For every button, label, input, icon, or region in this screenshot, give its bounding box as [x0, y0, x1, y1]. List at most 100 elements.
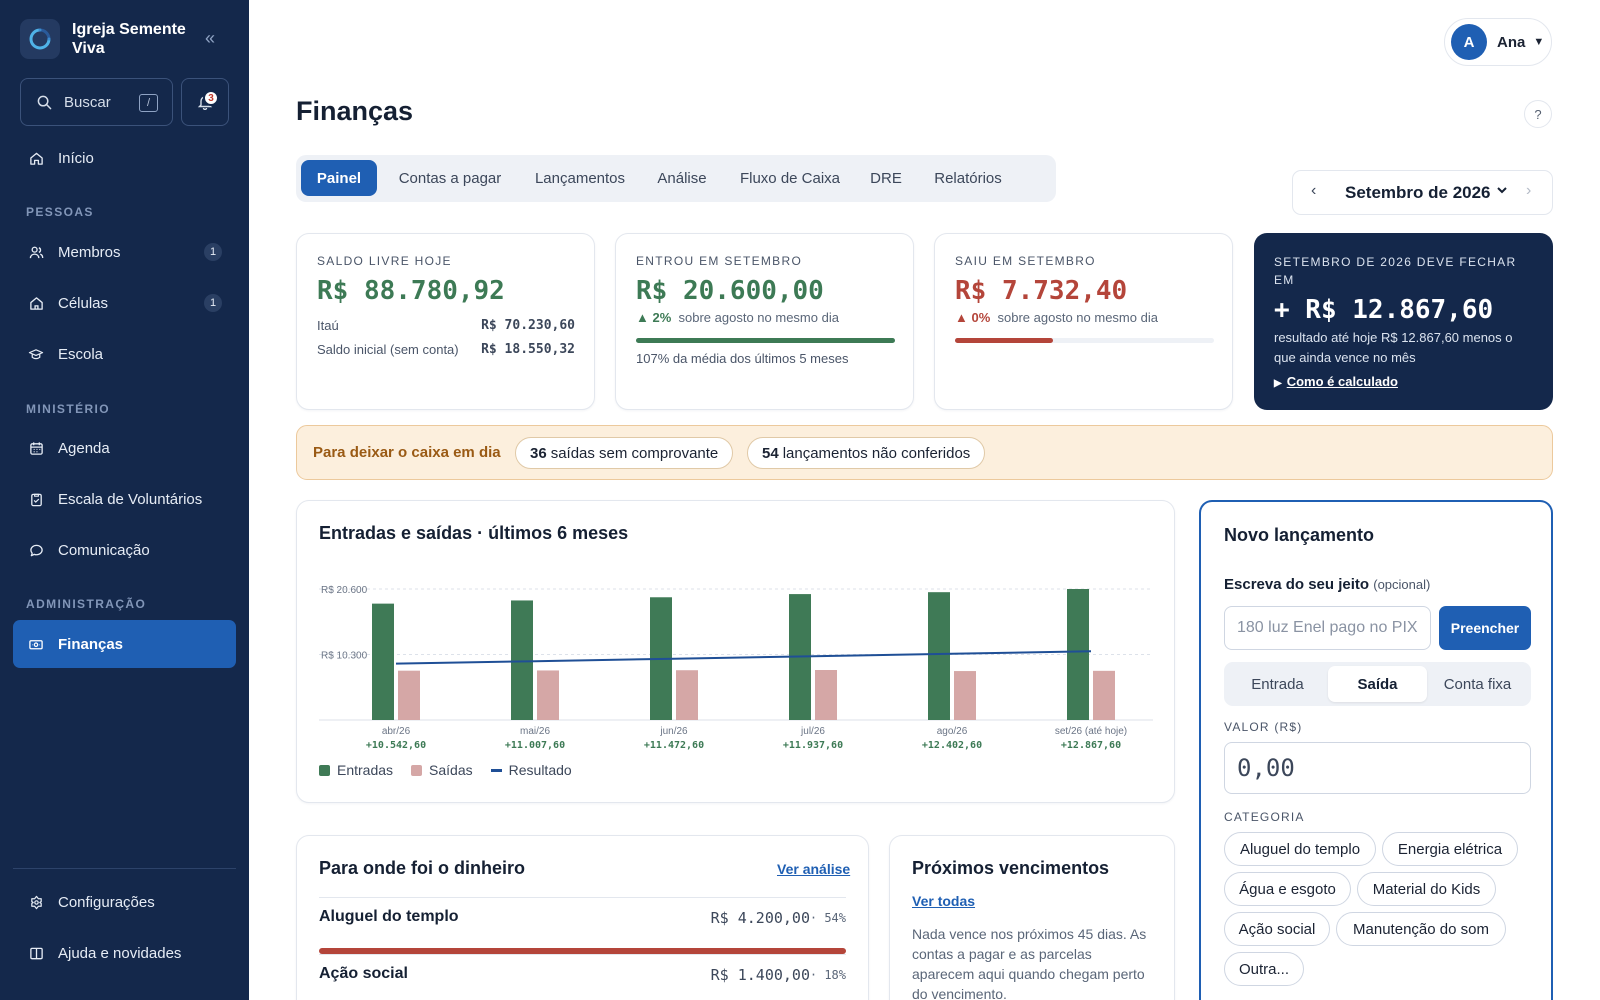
- collapse-sidebar-icon[interactable]: «: [205, 28, 216, 48]
- house-icon: [28, 295, 44, 311]
- income-bar: [511, 600, 533, 720]
- nav-communication-label: Comunicação: [58, 541, 150, 559]
- spending-amount: R$ 4.200,00: [710, 909, 810, 927]
- tab-analise[interactable]: Análise: [657, 169, 707, 187]
- category-chip[interactable]: Manutenção do som: [1336, 912, 1506, 946]
- free-text-optional: (opcional): [1373, 577, 1431, 592]
- nav-settings[interactable]: Configurações: [13, 878, 236, 926]
- nav-settings-label: Configurações: [58, 893, 155, 911]
- result-data-label: +12.867,60: [1061, 740, 1121, 751]
- sidebar: Igreja Semente Viva « Buscar / 3 Início …: [0, 0, 249, 1000]
- search-button[interactable]: Buscar /: [20, 78, 173, 126]
- graduation-cap-icon: [28, 346, 44, 362]
- type-expense-option[interactable]: Saída: [1328, 666, 1427, 702]
- nav-section-people: PESSOAS: [26, 205, 94, 219]
- income-expense-chart-card: Entradas e saídas · últimos 6 meses R$ 2…: [296, 500, 1175, 803]
- nav-cells[interactable]: Células 1: [13, 279, 236, 327]
- result-data-label: +11.937,60: [783, 740, 843, 751]
- tab-fluxo-de-caixa[interactable]: Fluxo de Caixa: [739, 169, 841, 187]
- notifications-button[interactable]: 3: [181, 78, 229, 126]
- view-analysis-link[interactable]: Ver análise: [777, 861, 851, 877]
- nav-agenda-label: Agenda: [58, 439, 110, 457]
- expense-bar: [1093, 670, 1115, 720]
- settings-icon: [28, 894, 44, 910]
- category-chip[interactable]: Energia elétrica: [1382, 832, 1518, 866]
- nav-communication[interactable]: Comunicação: [13, 526, 236, 574]
- category-chip[interactable]: Água e esgoto: [1224, 872, 1351, 906]
- nav-finances[interactable]: Finanças: [13, 620, 236, 668]
- legend-item: Resultado: [490, 762, 572, 778]
- triangle-right-icon: ▶: [1274, 378, 1282, 389]
- result-data-label: +11.472,60: [644, 740, 704, 751]
- kpi-note: 107% da média dos últimos 5 meses: [636, 351, 849, 366]
- next-month-icon[interactable]: ›: [1526, 182, 1532, 199]
- delta-text: sobre agosto no mesmo dia: [997, 310, 1158, 325]
- brand-logo-icon: [20, 19, 60, 59]
- account-name: Saldo inicial (sem conta): [317, 342, 459, 357]
- nav-home-label: Início: [58, 149, 94, 167]
- spending-percent: · 18%: [809, 968, 846, 982]
- chat-icon: [28, 542, 44, 558]
- tab-relatorios[interactable]: Relatórios: [934, 169, 1002, 187]
- category-chip[interactable]: Aluguel do templo: [1224, 832, 1376, 866]
- y-tick-label: R$ 20.600: [321, 585, 368, 596]
- nav-school[interactable]: Escola: [13, 330, 236, 378]
- income-progress-track: [636, 338, 895, 343]
- brand[interactable]: Igreja Semente Viva: [20, 19, 192, 59]
- spending-amount: R$ 1.400,00: [710, 966, 810, 984]
- avatar: A: [1451, 24, 1487, 60]
- legend-label: Resultado: [508, 762, 572, 778]
- tab-contas-a-pagar[interactable]: Contas a pagar: [398, 169, 502, 187]
- category-chip[interactable]: Ação social: [1224, 912, 1330, 946]
- nav-school-label: Escola: [58, 345, 104, 363]
- category-chip[interactable]: Material do Kids: [1357, 872, 1496, 906]
- nav-help[interactable]: Ajuda e novidades: [13, 929, 236, 977]
- fill-button[interactable]: Preencher: [1439, 606, 1531, 650]
- nav-home[interactable]: Início: [13, 134, 236, 182]
- kpi-expenses: SAIU EM SETEMBRO R$ 7.732,40 ▲ 0% sobre …: [934, 233, 1233, 410]
- missing-receipts-chip[interactable]: 36 saídas sem comprovante: [515, 437, 734, 469]
- result-data-label: +10.542,60: [366, 740, 426, 751]
- legend-line: [490, 768, 502, 772]
- value-input[interactable]: 0,00: [1224, 742, 1531, 794]
- cash-alert: Para deixar o caixa em dia 36 saídas sem …: [296, 425, 1553, 480]
- kpi-label: SALDO LIVRE HOJE: [317, 254, 452, 268]
- type-fixed-bill-option[interactable]: Conta fixa: [1443, 675, 1512, 693]
- tab-painel[interactable]: Painel: [301, 160, 377, 196]
- month-label[interactable]: Setembro de 2026: [1345, 183, 1491, 202]
- divider: [319, 954, 846, 955]
- notification-badge: 3: [203, 90, 219, 106]
- expense-bar: [537, 670, 559, 720]
- income-bar: [928, 592, 950, 720]
- spending-percent: · 54%: [809, 911, 846, 925]
- nav-members[interactable]: Membros 1: [13, 228, 236, 276]
- tab-dre[interactable]: DRE: [870, 169, 902, 187]
- x-tick-label: mai/26: [520, 726, 550, 737]
- x-tick-label: set/26 (até hoje): [1055, 726, 1127, 737]
- how-calculated-toggle[interactable]: ▶ Como é calculado: [1274, 374, 1398, 389]
- alert-title: Para deixar o caixa em dia: [313, 444, 501, 461]
- free-text-input[interactable]: 180 luz Enel pago no PIX: [1224, 606, 1431, 650]
- income-bar: [1067, 589, 1089, 720]
- category-label: CATEGORIA: [1224, 810, 1305, 824]
- unreviewed-entries-chip[interactable]: 54 lançamentos não conferidos: [747, 437, 986, 469]
- users-icon: [28, 244, 44, 260]
- chevron-down-icon[interactable]: [1496, 184, 1508, 196]
- forecast-value: + R$ 12.867,60: [1274, 295, 1494, 325]
- nav-agenda[interactable]: Agenda: [13, 424, 236, 472]
- view-all-link[interactable]: Ver todas: [912, 893, 976, 909]
- help-button[interactable]: ?: [1524, 100, 1552, 128]
- account-row: Itaú R$ 70.230,60: [317, 318, 575, 333]
- type-income-option[interactable]: Entrada: [1251, 675, 1304, 693]
- tab-lancamentos[interactable]: Lançamentos: [534, 169, 626, 187]
- x-tick-label: ago/26: [937, 726, 968, 737]
- expense-bar: [398, 670, 420, 720]
- kpi-label: SAIU EM SETEMBRO: [955, 254, 1096, 268]
- brand-name: Igreja Semente Viva: [72, 21, 186, 57]
- user-menu[interactable]: A Ana ▼: [1444, 18, 1552, 66]
- chip-text: lançamentos não conferidos: [782, 444, 971, 462]
- nav-volunteers-label: Escala de Voluntários: [58, 490, 203, 508]
- category-chip[interactable]: Outra...: [1224, 952, 1304, 986]
- previous-month-icon[interactable]: ‹: [1311, 182, 1317, 199]
- nav-volunteers[interactable]: Escala de Voluntários: [13, 475, 236, 523]
